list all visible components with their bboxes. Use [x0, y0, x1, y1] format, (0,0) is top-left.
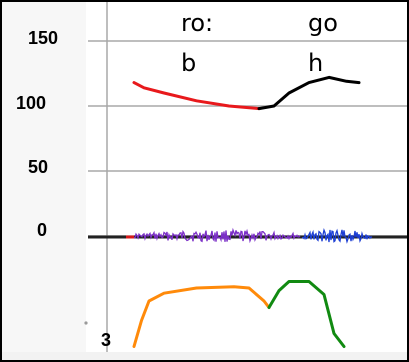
annotation-left-1: ro: [181, 9, 213, 37]
signal-trace [88, 227, 407, 244]
signal-blue-trace [301, 228, 373, 244]
y-tick-label-50: 50 [28, 157, 48, 177]
annotation-right-2: h [308, 49, 323, 77]
x-tick-label-3: 3 [101, 330, 111, 350]
y-tick-label-0: 0 [37, 220, 47, 240]
annotation-right-1: go [308, 9, 338, 37]
signal-purple-trace [133, 227, 301, 244]
y-tick-label-150: 150 [28, 28, 58, 48]
annotation-left-2: b [181, 49, 196, 77]
bottom-panel [2, 352, 407, 360]
y-axis-panel [2, 2, 86, 360]
series-green-line [267, 280, 346, 348]
y-tick-label-100: 100 [16, 93, 46, 113]
series-red-line [132, 81, 261, 111]
series-black-line [257, 75, 361, 111]
axis-marker [84, 321, 88, 325]
series-orange-line [132, 285, 271, 348]
series-group [132, 75, 361, 348]
